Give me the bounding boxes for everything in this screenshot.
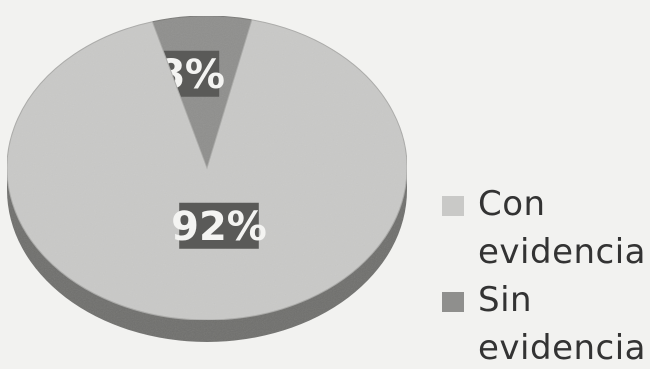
pie-group: 8%92% (6, 15, 408, 342)
legend-swatch-con-evidencia (442, 196, 464, 216)
data-label-con-evidencia: 92% (171, 204, 267, 250)
legend-item-sin-evidencia: Sin evidencia (442, 276, 647, 369)
legend: Con evidencia Sin evidencia (442, 180, 647, 369)
legend-label-sin-evidencia: Sin evidencia (478, 280, 647, 368)
legend-label-con-evidencia: Con evidencia (478, 184, 647, 272)
pie-slice-con-evidencia (6, 19, 408, 321)
legend-swatch-sin-evidencia (442, 292, 464, 312)
data-label-con-evidencia-box (179, 202, 259, 249)
legend-item-con-evidencia: Con evidencia (442, 180, 647, 276)
